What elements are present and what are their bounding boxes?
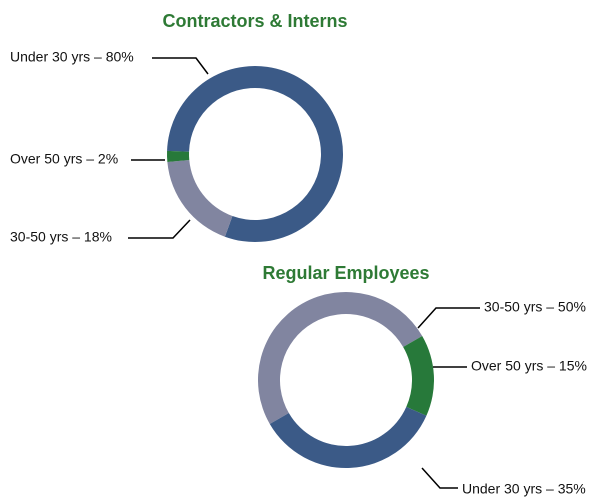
leader-line (421, 467, 458, 489)
data-label: Under 30 yrs – 80% (10, 49, 134, 65)
donut-segment (403, 336, 435, 416)
leader-line (128, 219, 191, 239)
donut-segment (167, 150, 190, 162)
chart-title: Regular Employees (262, 263, 429, 283)
leader-line (417, 307, 480, 329)
data-label: Over 50 yrs – 15% (471, 358, 587, 374)
donut-segment (167, 159, 233, 237)
data-label: Under 30 yrs – 35% (462, 481, 586, 497)
data-label: 30-50 yrs – 18% (10, 229, 112, 245)
data-label: Over 50 yrs – 2% (10, 151, 118, 167)
donut-segment (258, 292, 423, 424)
donut-segment (269, 406, 427, 469)
data-label: 30-50 yrs – 50% (484, 299, 586, 315)
leader-line (152, 57, 209, 75)
chart-title: Contractors & Interns (162, 11, 347, 31)
